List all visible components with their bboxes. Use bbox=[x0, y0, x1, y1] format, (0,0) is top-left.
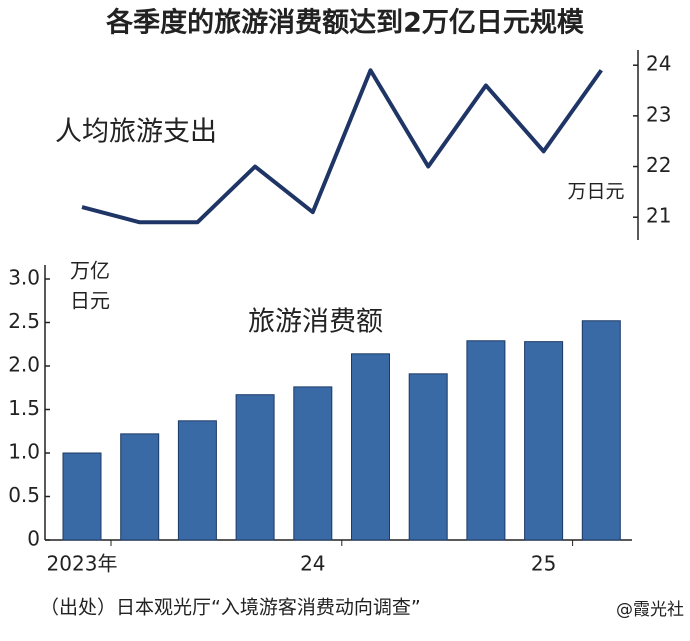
chart-title: 各季度的旅游消费额达到2万亿日元规模 bbox=[105, 7, 584, 39]
y-tick-label: 2.0 bbox=[8, 353, 40, 377]
y-tick-label: 23 bbox=[646, 102, 671, 126]
x-tick-label: 2023年 bbox=[47, 552, 118, 576]
bar bbox=[120, 433, 160, 541]
x-tick-label: 24 bbox=[300, 552, 325, 576]
unit-label: 万亿 bbox=[70, 259, 110, 283]
y-tick-label: 1.5 bbox=[8, 396, 40, 420]
unit-label: 万日元 bbox=[567, 181, 624, 203]
bar bbox=[581, 320, 621, 541]
bar bbox=[62, 452, 102, 541]
bar bbox=[466, 340, 506, 541]
bar bbox=[177, 420, 217, 541]
y-tick-label: 1.0 bbox=[8, 440, 40, 464]
bar bbox=[351, 353, 390, 541]
y-tick-label: 3.0 bbox=[8, 266, 40, 290]
x-tick-label: 25 bbox=[531, 552, 556, 576]
bar bbox=[524, 341, 564, 541]
y-tick-label: 0 bbox=[27, 527, 40, 551]
series-label: 旅游消费额 bbox=[248, 307, 383, 338]
y-tick-label: 0.5 bbox=[8, 483, 40, 507]
bar bbox=[293, 386, 333, 541]
y-tick-label: 2.5 bbox=[8, 309, 40, 333]
y-tick-label: 22 bbox=[646, 153, 671, 177]
line bbox=[81, 68, 603, 225]
source: （出处）日本观光厅“入境游客消费动向调查” bbox=[40, 597, 421, 619]
y-tick-label: 24 bbox=[646, 52, 671, 76]
bar bbox=[235, 394, 275, 541]
series-label: 人均旅游支出 bbox=[55, 117, 217, 148]
watermark: @霞光社 bbox=[616, 600, 684, 620]
unit-label: 日元 bbox=[70, 289, 110, 313]
y-tick-label: 21 bbox=[646, 204, 671, 228]
bar bbox=[408, 373, 448, 541]
